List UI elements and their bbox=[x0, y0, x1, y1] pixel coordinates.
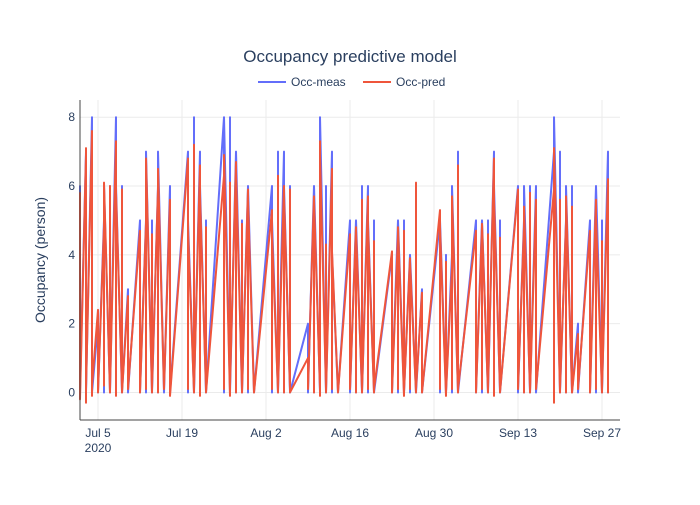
legend: Occ-meas Occ-pred bbox=[258, 75, 445, 89]
x-tick-label: Aug 30 bbox=[415, 426, 453, 440]
x-tick-sublabel: 2020 bbox=[85, 441, 112, 455]
legend-label: Occ-pred bbox=[396, 75, 445, 89]
x-tick-label: Aug 2 bbox=[250, 426, 282, 440]
y-tick-label: 0 bbox=[68, 385, 75, 399]
legend-item-0[interactable]: Occ-meas bbox=[258, 75, 346, 89]
x-tick-label: Jul 5 bbox=[85, 426, 111, 440]
x-tick-label: Sep 27 bbox=[583, 426, 621, 440]
y-tick-label: 8 bbox=[68, 110, 75, 124]
legend-item-1[interactable]: Occ-pred bbox=[363, 75, 445, 89]
x-tick-label: Jul 19 bbox=[166, 426, 198, 440]
x-tick-label: Sep 13 bbox=[499, 426, 537, 440]
y-axis-title: Occupancy (person) bbox=[32, 197, 48, 323]
series-layer bbox=[79, 116, 609, 404]
legend-label: Occ-meas bbox=[291, 75, 346, 89]
y-tick-label: 2 bbox=[68, 317, 75, 331]
y-tick-label: 6 bbox=[68, 179, 75, 193]
x-tick-label: Aug 16 bbox=[331, 426, 369, 440]
series-line-1 bbox=[79, 129, 609, 404]
y-tick-label: 4 bbox=[68, 248, 75, 262]
chart-title: Occupancy predictive model bbox=[243, 47, 457, 66]
